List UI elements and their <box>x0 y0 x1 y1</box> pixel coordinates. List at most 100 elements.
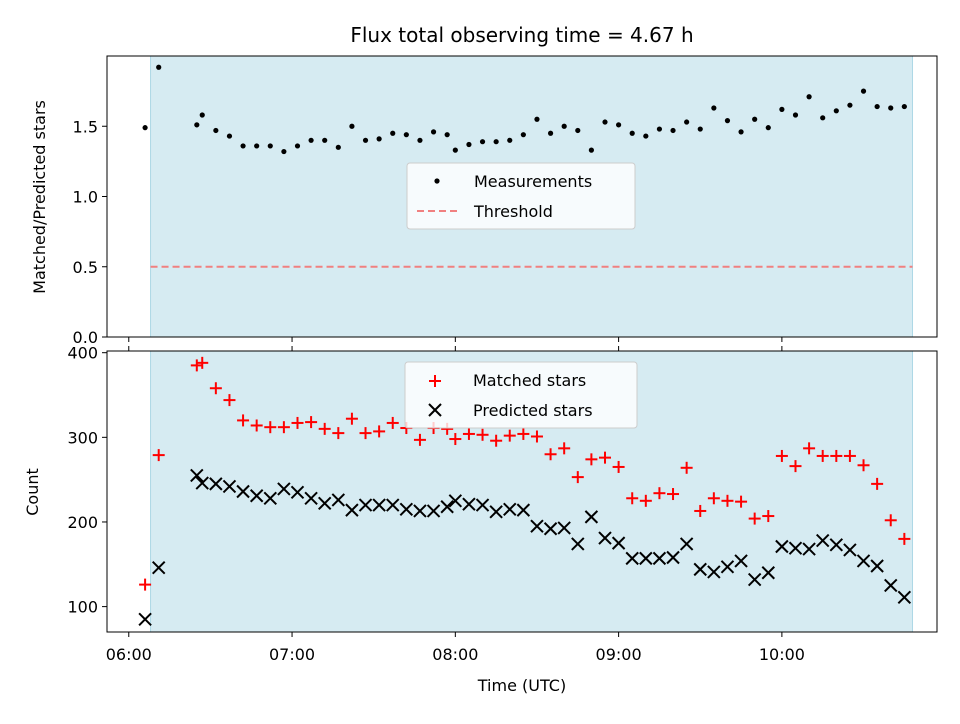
matched-star-point <box>680 461 693 474</box>
measurement-point <box>629 130 635 136</box>
measurement-point <box>226 133 233 139</box>
measurement-point <box>874 103 880 110</box>
matched-star-point <box>803 442 816 455</box>
matched-star-point <box>503 429 516 442</box>
measurement-point <box>724 118 731 124</box>
predicted-star-point <box>304 491 318 505</box>
matched-star-point <box>667 488 680 501</box>
measurement-point <box>403 132 409 138</box>
predicted-star-point <box>209 477 223 491</box>
x-axis-label: Time (UTC) <box>477 676 566 695</box>
matched-star-point <box>277 421 290 434</box>
matched-stars-legend-label: Matched stars <box>473 371 586 390</box>
matched-star-point <box>209 382 222 395</box>
matched-star-point <box>196 356 209 369</box>
predicted-star-point <box>277 482 291 496</box>
measurement-point <box>765 125 771 131</box>
x-tick-label: 10:00 <box>759 645 805 664</box>
measurement-point <box>335 144 341 150</box>
predicted-star-point <box>448 494 463 508</box>
measurement-point <box>738 129 744 135</box>
measurement-point <box>156 64 162 70</box>
measurement-point <box>888 105 894 111</box>
predicted-star-point <box>331 493 346 507</box>
measurement-point <box>520 132 526 138</box>
predicted-star-point <box>707 565 721 579</box>
predicted-star-point <box>815 533 830 548</box>
predicted-star-point <box>413 504 427 518</box>
top-x-ticks <box>128 337 783 342</box>
predicted-star-point <box>236 484 250 499</box>
top-y-tick-label: 0.0 <box>73 328 98 347</box>
predicted-star-point <box>317 496 332 511</box>
measurement-point <box>588 147 594 153</box>
predicted-star-point <box>843 543 857 557</box>
bottom-legend-box <box>404 361 638 429</box>
measurement-point <box>779 106 785 112</box>
matched-star-point <box>789 460 802 473</box>
top-y-tick-label: 1.0 <box>73 188 98 207</box>
measurement-point <box>493 139 499 145</box>
matched-star-point <box>413 433 426 446</box>
measurement-point <box>507 137 513 143</box>
matched-star-point <box>291 416 304 429</box>
predicted-star-point <box>870 559 884 573</box>
x-tick-label: 06:00 <box>106 645 152 664</box>
measurement-point <box>267 143 273 149</box>
measurement-point <box>444 132 450 138</box>
matched-star-point <box>585 453 598 466</box>
measurement-point <box>847 102 853 108</box>
matched-star-point <box>318 422 331 435</box>
top-plot-panel: 0.0 0.5 1.0 1.5 Flux total observing time =… <box>30 23 938 347</box>
measurement-point <box>711 105 717 111</box>
predicted-star-point <box>426 504 441 518</box>
measurement-point <box>199 112 205 118</box>
measurement-point <box>575 127 581 134</box>
predicted-star-point <box>345 503 359 517</box>
matched-star-point <box>449 433 462 446</box>
matched-star-point <box>599 451 611 464</box>
measurement-point <box>820 115 826 121</box>
measurement-point <box>349 123 355 129</box>
measurement-point <box>194 122 200 128</box>
top-legend: Measurements Threshold <box>406 162 636 230</box>
predicted-star-point <box>489 505 503 519</box>
bottom-y-tick-label: 100 <box>67 598 98 617</box>
predicted-star-point <box>747 572 762 587</box>
predicted-star-point <box>190 468 204 483</box>
matched-star-point <box>264 421 277 434</box>
predicted-star-point <box>516 503 531 517</box>
predicted-star-point <box>399 502 414 516</box>
matched-star-point <box>830 449 843 462</box>
predicted-star-point <box>652 551 667 566</box>
measurement-point <box>142 125 148 131</box>
measurement-point <box>643 133 649 139</box>
top-y-tick-label: 1.5 <box>73 117 98 136</box>
predicted-star-point <box>884 578 898 593</box>
x-tick-label: 09:00 <box>596 645 642 664</box>
measurements-legend-marker <box>434 178 440 184</box>
matched-star-point <box>152 449 165 462</box>
measurement-point <box>602 119 608 125</box>
matched-star-point <box>250 419 263 432</box>
predicted-star-point <box>440 500 454 514</box>
matched-star-point <box>544 448 557 461</box>
predicted-star-point <box>679 537 694 551</box>
measurement-point <box>656 126 663 132</box>
predicted-star-point <box>775 539 789 554</box>
matched-star-point <box>857 459 870 472</box>
matched-star-point <box>871 477 884 490</box>
matched-star-point <box>571 471 584 484</box>
predicted-star-point <box>358 498 373 512</box>
bottom-legend: Matched stars Predicted stars <box>404 361 638 429</box>
measurement-point <box>547 130 554 136</box>
measurement-point <box>806 94 812 100</box>
predicted-star-point <box>639 551 653 566</box>
predicted-star-point <box>734 554 748 568</box>
bottom-plot-frame <box>106 350 938 633</box>
matched-stars-legend-marker <box>429 375 441 387</box>
predicted-star-point <box>372 498 386 512</box>
bottom-y-axis-label: Count <box>23 468 42 516</box>
matched-star-point <box>345 412 358 425</box>
